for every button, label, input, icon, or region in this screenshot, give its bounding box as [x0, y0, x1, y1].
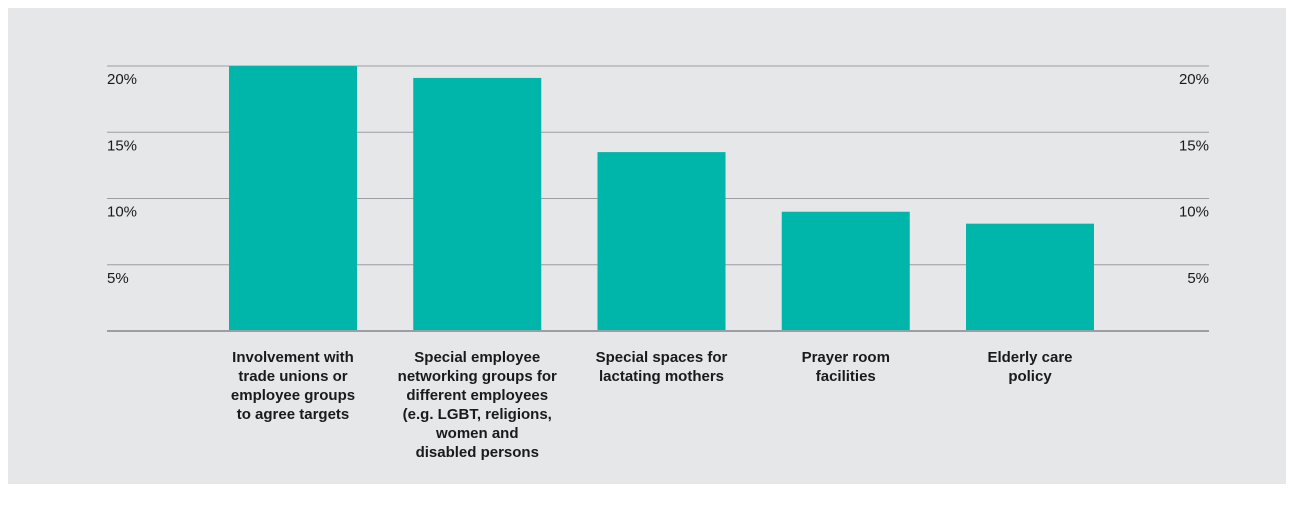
- y-tick-label-left: 10%: [107, 204, 137, 221]
- bar: [597, 152, 726, 331]
- y-tick-label-left: 15%: [107, 137, 137, 154]
- category-label: Elderly care policy: [987, 349, 1073, 385]
- category-label: Special employee networking groups for d…: [397, 349, 557, 461]
- y-tick-label-right: 5%: [1187, 270, 1209, 287]
- bar: [781, 211, 910, 331]
- y-tick-label-right: 20%: [1179, 71, 1209, 88]
- category-label: Special spaces for lactating mothers: [595, 349, 728, 385]
- category-label: Prayer room facilities: [801, 349, 890, 385]
- y-tick-label-left: 5%: [107, 270, 129, 287]
- y-tick-label-right: 10%: [1179, 204, 1209, 221]
- y-tick-label-right: 15%: [1179, 137, 1209, 154]
- category-label: Involvement with trade unions or employe…: [230, 349, 356, 423]
- bar: [229, 66, 357, 331]
- bar: [413, 77, 542, 331]
- y-tick-label-left: 20%: [107, 71, 137, 88]
- bar: [966, 223, 1094, 331]
